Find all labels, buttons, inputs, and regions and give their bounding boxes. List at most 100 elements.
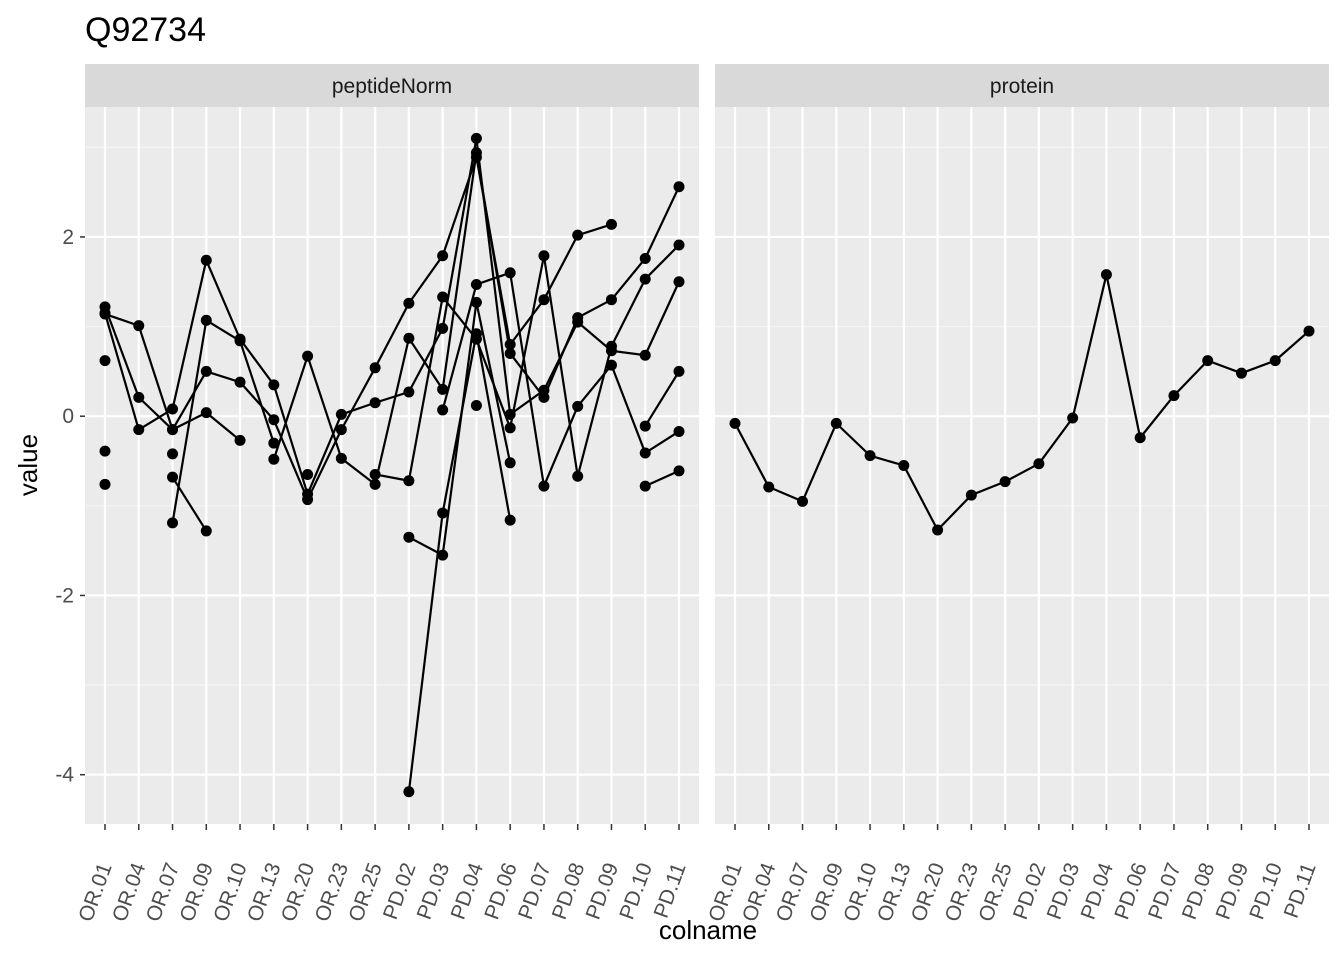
data-point [639, 420, 651, 432]
panel-background [715, 107, 1329, 824]
series-line-segment [644, 469, 680, 488]
data-point [470, 399, 482, 411]
series-line-segment [577, 298, 612, 319]
series-line-segment [239, 338, 275, 386]
series-1 [729, 269, 1315, 536]
series-line-segment [835, 422, 871, 457]
series-line-segment [272, 384, 309, 495]
series-line-segment [542, 405, 579, 487]
series-line-segment [103, 312, 140, 430]
data-point [673, 365, 685, 377]
y-tick-label: 2 [62, 226, 74, 249]
data-point [1033, 458, 1045, 470]
series-line-segment [205, 370, 241, 384]
data-point [830, 417, 842, 429]
series-line-segment [171, 370, 208, 431]
series-line-segment [171, 260, 208, 410]
series-line-segment [869, 454, 905, 467]
series-line-segment [509, 255, 546, 429]
data-point [437, 507, 449, 519]
data-point [673, 276, 685, 288]
series-line-segment [407, 327, 444, 393]
series-line-segment [374, 390, 410, 404]
series-line-segment [576, 346, 613, 477]
series-line-segment [476, 271, 511, 286]
data-point [504, 422, 516, 434]
data-point [437, 250, 449, 262]
data-point [369, 362, 381, 374]
series-line-segment [644, 370, 680, 427]
series-line-segment [1241, 359, 1276, 375]
data-point [639, 447, 651, 459]
series-line-segment [374, 302, 410, 369]
data-point [437, 549, 449, 561]
data-point [605, 359, 617, 371]
series-line-segment [1139, 394, 1175, 439]
data-point [335, 408, 347, 420]
series-line-segment [171, 476, 208, 532]
series-line-segment [441, 296, 478, 340]
data-point [504, 267, 516, 279]
series-line-segment [407, 255, 444, 304]
series-line-segment [441, 156, 478, 257]
facet-label: protein [990, 75, 1054, 98]
data-point [572, 470, 584, 482]
data-point [99, 445, 111, 457]
data-point [1303, 325, 1315, 337]
data-point [470, 278, 482, 290]
data-point [302, 494, 314, 506]
data-point [1235, 367, 1247, 379]
series-5 [99, 147, 685, 537]
data-point [403, 332, 415, 344]
series-line-segment [340, 457, 376, 486]
series-line-segment [644, 281, 680, 356]
data-point [302, 468, 314, 480]
facet-label: peptideNorm [332, 75, 452, 98]
series-line-segment [171, 320, 208, 524]
data-point [268, 437, 280, 449]
series-line-segment [644, 430, 680, 454]
series-line-segment [542, 317, 579, 398]
data-point [268, 453, 280, 465]
facet-strip [715, 64, 1329, 107]
series-line-segment [970, 480, 1006, 497]
series-line-segment [272, 355, 309, 460]
data-point [470, 328, 482, 340]
y-axis: 2 0 -2 -4 [55, 226, 85, 787]
data-point [538, 480, 550, 492]
data-point [797, 495, 809, 507]
data-point [673, 425, 685, 437]
series-line-segment [205, 259, 242, 340]
data-point [369, 478, 381, 490]
series-line-segment [1173, 359, 1209, 397]
series-line-segment [475, 333, 512, 521]
series-line-segment [509, 299, 545, 346]
data-point [999, 476, 1011, 488]
series-line-segment [576, 364, 613, 408]
series-line-segment [509, 389, 545, 416]
series-line-segment [475, 338, 512, 429]
series-line-segment [1004, 462, 1040, 483]
data-point [470, 132, 482, 144]
series-3 [99, 151, 617, 506]
series-line-segment [340, 401, 376, 416]
data-point [437, 322, 449, 334]
series-line-segment [1207, 359, 1242, 375]
y-tick-label: 0 [62, 405, 74, 428]
data-point [167, 448, 179, 460]
data-point [268, 379, 280, 391]
data-point [133, 391, 145, 403]
data-point [167, 471, 179, 483]
data-point [605, 294, 617, 306]
series-line-segment [306, 355, 343, 459]
data-point [639, 480, 651, 492]
panel-peptideNorm: peptideNormOR.01OR.04OR.07OR.09OR.10OR.1… [74, 64, 699, 925]
series-line-segment [138, 396, 174, 431]
data-point [437, 291, 449, 303]
data-point [572, 400, 584, 412]
series-line-segment [611, 349, 646, 357]
data-point [605, 218, 617, 230]
data-point [234, 376, 246, 388]
data-point [99, 308, 111, 320]
data-point [1202, 355, 1214, 367]
